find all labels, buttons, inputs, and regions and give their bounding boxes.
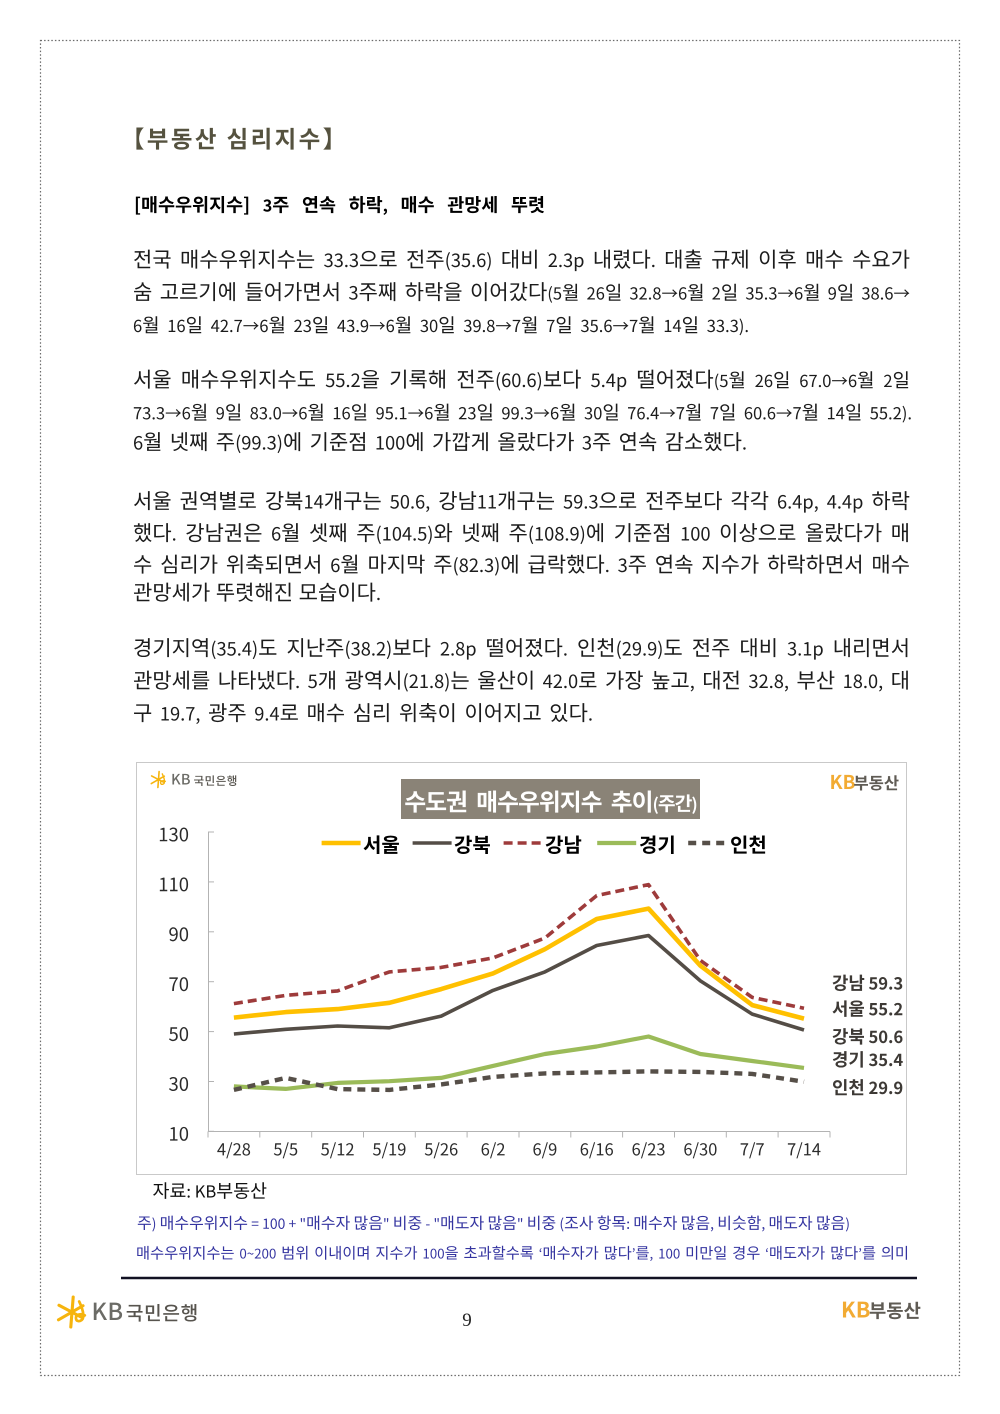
svg-text:9: 9 xyxy=(462,1310,472,1331)
